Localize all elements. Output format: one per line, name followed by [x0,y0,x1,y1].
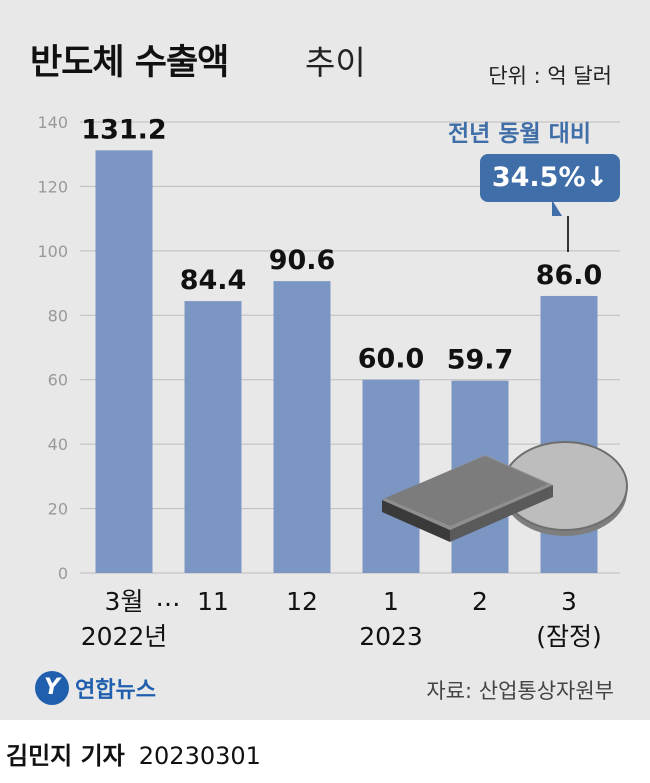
value-label: 59.7 [447,345,514,376]
y-tick-label: 40 [48,435,68,454]
value-label: 60.0 [358,344,425,375]
unit-label: 단위 : 억 달러 [488,64,612,88]
bar-2 [273,281,331,573]
source-label: 자료: 산업통상자원부 [426,679,614,703]
bar-0 [95,150,153,573]
callout-leader-line [567,216,569,252]
y-tick-label: 0 [58,564,68,583]
chart-title: 반도체 수출액 [30,43,229,83]
axis-break-ellipsis: … [156,583,181,612]
y-tick-label: 120 [37,177,68,196]
category-label: 3 [561,587,577,616]
change-callout: 34.5%↓ [480,154,620,202]
y-tick-label: 20 [48,500,68,519]
logo-text: 연합뉴스 [75,678,156,703]
value-label: 86.0 [536,260,603,291]
annotation-label: 전년 동월 대비 [448,121,591,147]
category-sublabel: (잠정) [536,622,602,651]
y-tick-label: 140 [37,113,68,132]
bar-3 [362,379,420,573]
value-labels: 131.2 84.4 90.6 60.0 59.7 86.0 [81,114,602,375]
byline: 김민지 기자 20230301 [6,736,261,771]
bar-1 [184,301,242,573]
y-tick-label: 80 [48,306,68,325]
y-axis-ticks: 0 20 40 60 80 100 120 140 [37,113,68,583]
category-label: 12 [286,587,318,616]
category-label: 11 [197,587,229,616]
callout-tail [552,200,568,216]
logo-mark-icon: Y [35,671,69,705]
chip-and-wafer-illustration [382,441,628,542]
value-label: 84.4 [180,265,247,296]
chart-subtitle: 추이 [305,43,366,82]
category-label: 2 [472,587,488,616]
reporter-name: 김민지 기자 [6,742,125,770]
yonhap-logo: Y 연합뉴스 [35,668,156,708]
value-label: 131.2 [81,114,166,145]
category-sublabel: 2023 [359,622,423,651]
y-tick-label: 100 [37,242,68,261]
value-label: 90.6 [269,245,336,276]
category-labels: 3월 2022년 11 12 1 2023 2 3 (잠정) … [81,583,602,651]
y-tick-label: 60 [48,371,68,390]
category-label: 3월 [105,587,144,616]
bar-chart: 0 20 40 60 80 100 120 140 131.2 84.4 90.6 60.0 59.7… [37,113,628,651]
publish-date: 20230301 [138,742,261,770]
category-label: 1 [383,587,399,616]
category-sublabel: 2022년 [81,622,168,651]
